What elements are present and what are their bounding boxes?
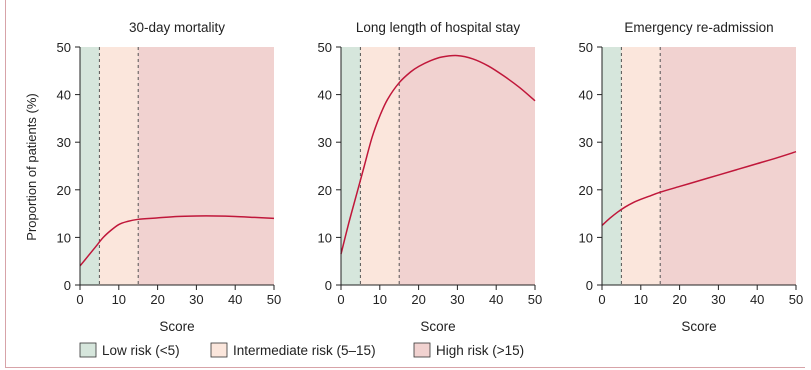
x-tick-label: 50 (528, 292, 542, 307)
x-tick-label: 10 (112, 292, 126, 307)
series-line (340, 54, 536, 255)
x-tick-label: 30 (711, 292, 725, 307)
risk-band-high (660, 47, 796, 285)
x-tick-label: 30 (189, 292, 203, 307)
y-tick-label: 50 (579, 40, 593, 55)
series-line (79, 215, 275, 267)
chart-panel-1: 0 10 20 30 40 50 0 10 20 30 40 50 30-day mortality Sc… (57, 20, 282, 334)
x-tick-label: 40 (228, 292, 242, 307)
legend: Low risk (<5) Intermediate risk (5–15) Hig… (79, 342, 524, 358)
y-axis-title: Proportion of patients (%) (24, 93, 39, 240)
y-tick-label: 50 (57, 40, 71, 55)
x-axis-title: Score (159, 319, 194, 334)
y-tick-label: 30 (57, 135, 71, 150)
legend-label-intermediate: Intermediate risk (5–15) (233, 343, 376, 358)
legend-label-high: High risk (>15) (436, 343, 524, 358)
y-tick-label: 0 (64, 278, 71, 293)
legend-label-low: Low risk (<5) (102, 343, 180, 358)
y-tick-label: 10 (57, 230, 71, 245)
risk-band-low (602, 47, 622, 285)
y-tick-label: 40 (579, 88, 593, 103)
chart-panel-3: 0 10 20 30 40 50 0 10 20 30 40 50 Emergency re-admis… (579, 20, 804, 334)
x-axis-title: Score (681, 319, 716, 334)
y-tick-label: 10 (579, 230, 593, 245)
y-tick-label: 50 (318, 40, 332, 55)
x-tick-label: 20 (150, 292, 164, 307)
risk-band-high (138, 47, 274, 285)
y-tick-label: 30 (579, 135, 593, 150)
y-tick-label: 20 (318, 183, 332, 198)
y-tick-label: 30 (318, 135, 332, 150)
x-tick-label: 10 (634, 292, 648, 307)
x-tick-label: 50 (789, 292, 803, 307)
x-tick-label: 40 (750, 292, 764, 307)
chart-title: Emergency re-admission (624, 20, 773, 35)
risk-band-low (341, 47, 361, 285)
x-tick-label: 40 (489, 292, 503, 307)
x-tick-label: 0 (76, 292, 83, 307)
y-tick-label: 10 (318, 230, 332, 245)
chart-title: Long length of hospital stay (356, 20, 521, 35)
legend-swatch-low (79, 342, 97, 358)
series-line (601, 151, 797, 227)
x-tick-label: 0 (598, 292, 605, 307)
legend-swatch-intermediate (210, 342, 228, 358)
risk-band-intermediate (99, 47, 139, 285)
x-axis-title: Score (420, 319, 455, 334)
x-tick-label: 30 (450, 292, 464, 307)
chart-title: 30-day mortality (129, 20, 225, 35)
x-tick-label: 20 (672, 292, 686, 307)
y-tick-label: 0 (325, 278, 332, 293)
risk-band-high (399, 47, 535, 285)
risk-band-intermediate (621, 47, 661, 285)
x-tick-label: 10 (373, 292, 387, 307)
y-tick-label: 40 (318, 88, 332, 103)
risk-band-low (80, 47, 100, 285)
legend-swatch-high (413, 342, 431, 358)
figure-frame (5, 0, 805, 368)
risk-band-intermediate (360, 47, 400, 285)
chart-panel-2: 0 10 20 30 40 50 0 10 20 30 40 50 Long length of hos… (318, 20, 543, 334)
x-tick-label: 20 (411, 292, 425, 307)
y-tick-label: 20 (57, 183, 71, 198)
y-tick-label: 20 (579, 183, 593, 198)
x-tick-label: 0 (337, 292, 344, 307)
y-tick-label: 0 (586, 278, 593, 293)
x-tick-label: 50 (267, 292, 281, 307)
y-tick-label: 40 (57, 88, 71, 103)
